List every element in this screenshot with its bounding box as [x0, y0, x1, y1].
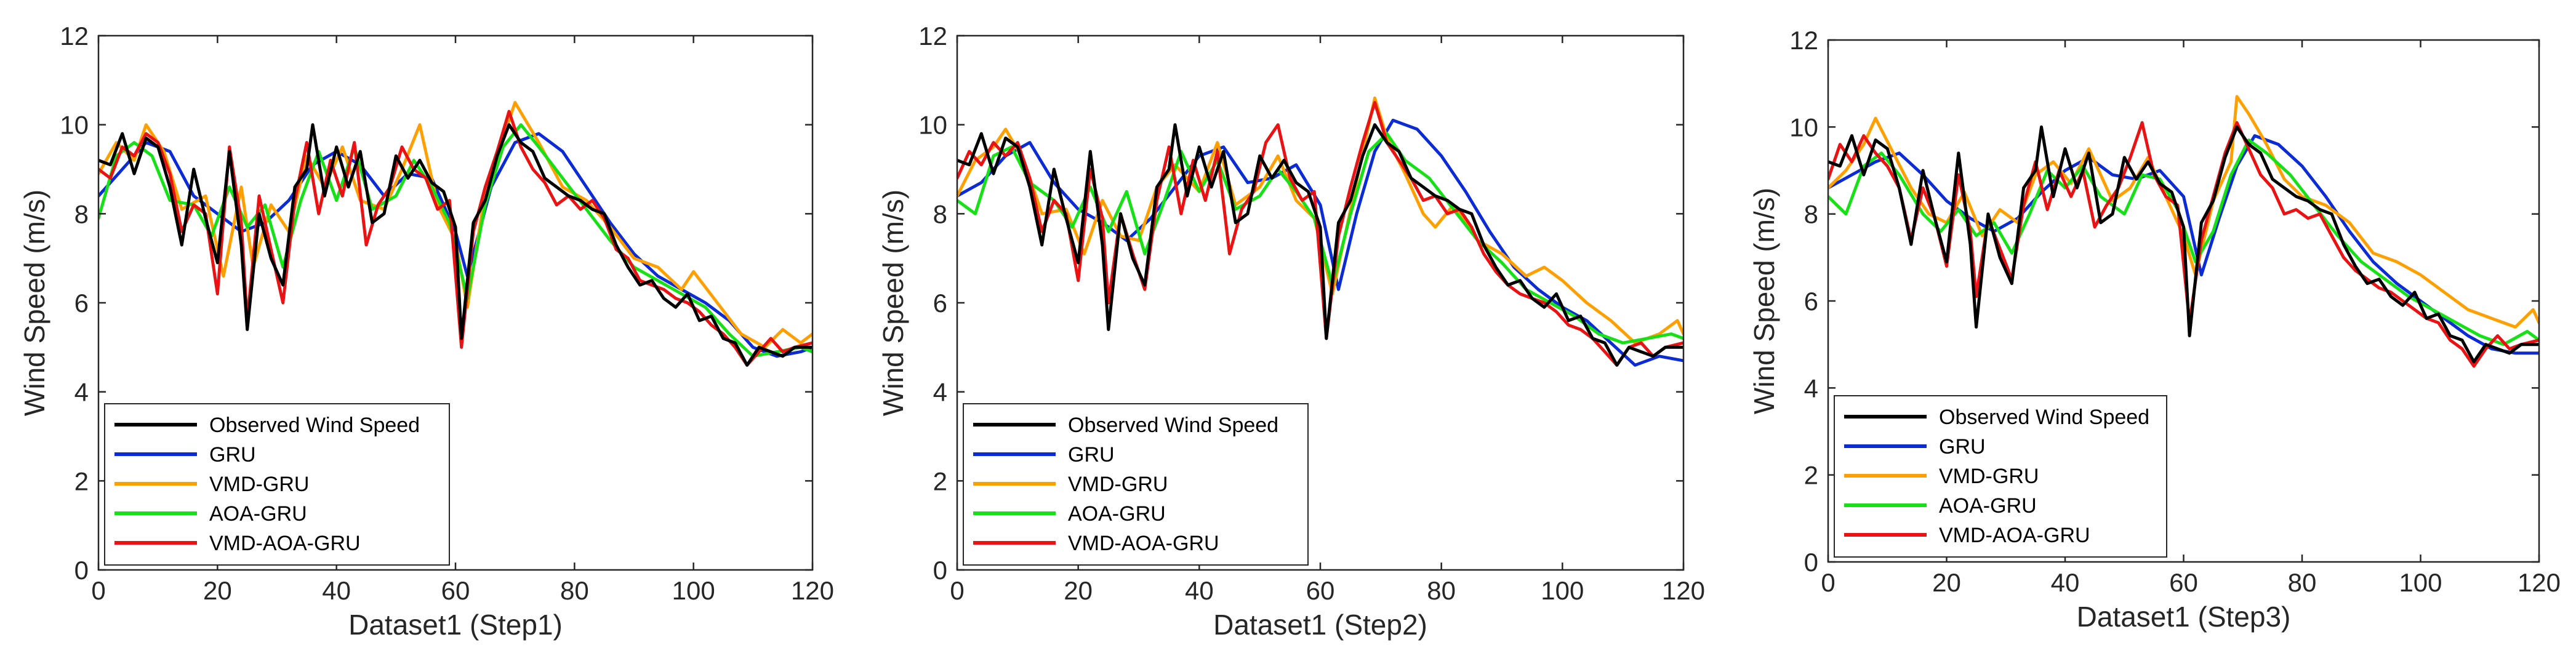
chart-panel-3: 0 20 40 60 80 100 120 0 2 4 6 8 10 12 Dataset1 (Step3)…	[1748, 26, 2561, 633]
y-axis-label: Wind Speed (m/s)	[877, 190, 909, 416]
legend-label-observed-wind-speed: Observed Wind Speed	[1068, 414, 1278, 437]
x-tick-label: 60	[2169, 568, 2198, 597]
series-line-observed-wind-speed	[957, 123, 1683, 367]
legend-label-aoa-gru: AOA-GRU	[1939, 494, 2037, 518]
y-tick-label: 10	[918, 111, 947, 140]
series-group	[957, 96, 1683, 367]
series-line-vmd-gru	[98, 101, 813, 349]
y-tick-label: 6	[933, 289, 947, 318]
x-tick-label: 120	[1662, 576, 1705, 605]
series-group	[98, 101, 813, 367]
legend-label-vmd-gru: VMD-GRU	[1068, 473, 1168, 496]
y-tick-label: 6	[1804, 287, 1818, 316]
x-axis-label: Dataset1 (Step2)	[1213, 609, 1427, 641]
y-tick-label: 0	[74, 556, 89, 585]
x-tick-label: 40	[1185, 576, 1214, 605]
x-tick-label: 100	[672, 576, 715, 605]
x-tick-label: 100	[2399, 568, 2442, 597]
legend-label-aoa-gru: AOA-GRU	[209, 502, 307, 526]
x-tick-label: 100	[1541, 576, 1584, 605]
x-tick-label: 40	[2051, 568, 2080, 597]
y-tick-label: 12	[60, 22, 89, 50]
y-tick-label: 2	[1804, 461, 1818, 490]
legend-label-vmd-gru: VMD-GRU	[1939, 465, 2039, 488]
legend: Observed Wind Speed GRU VMD-GRU AOA-GRU VMD-…	[104, 403, 450, 566]
y-tick-label: 4	[933, 378, 947, 407]
legend-label-observed-wind-speed: Observed Wind Speed	[1939, 406, 2149, 429]
x-tick-label: 60	[441, 576, 470, 605]
legend-label-vmd-aoa-gru: VMD-AOA-GRU	[1939, 524, 2090, 547]
y-tick-label: 4	[1804, 374, 1818, 403]
y-tick-label: 8	[1804, 200, 1818, 229]
y-axis-label: Wind Speed (m/s)	[1748, 188, 1780, 414]
x-tick-label: 0	[950, 576, 964, 605]
legend-label-vmd-gru: VMD-GRU	[209, 473, 309, 496]
y-tick-label: 0	[1804, 548, 1818, 577]
chart-panel-1: 0 20 40 60 80 100 120 0 2 4 6 8 10 12 Dataset1 (Step1)…	[18, 22, 834, 641]
y-tick-label: 2	[933, 467, 947, 495]
series-group	[1828, 95, 2539, 368]
x-tick-label: 0	[91, 576, 105, 605]
series-line-vmd-aoa-gru	[98, 110, 813, 367]
y-tick-label: 12	[918, 22, 947, 50]
x-tick-label: 80	[2288, 568, 2317, 597]
chart-panel-2: 0 20 40 60 80 100 120 0 2 4 6 8 10 12 Dataset1 (Step2)…	[877, 22, 1705, 641]
y-tick-label: 2	[74, 467, 89, 495]
legend-label-vmd-aoa-gru: VMD-AOA-GRU	[209, 532, 361, 555]
legend: Observed Wind Speed GRU VMD-GRU AOA-GRU VMD-…	[1834, 395, 2167, 558]
legend-label-vmd-aoa-gru: VMD-AOA-GRU	[1068, 532, 1219, 555]
x-tick-label: 120	[2518, 568, 2561, 597]
legend-label-observed-wind-speed: Observed Wind Speed	[209, 414, 420, 437]
y-axis-label: Wind Speed (m/s)	[18, 190, 50, 416]
x-tick-label: 0	[1821, 568, 1835, 597]
y-tick-label: 6	[74, 289, 89, 318]
legend: Observed Wind Speed GRU VMD-GRU AOA-GRU VMD-…	[963, 403, 1309, 566]
series-line-vmd-gru	[1828, 95, 2539, 329]
x-tick-label: 40	[322, 576, 351, 605]
y-tick-label: 10	[1789, 113, 1818, 142]
y-tick-label: 12	[1789, 26, 1818, 55]
legend-label-gru: GRU	[209, 443, 256, 467]
y-tick-label: 0	[933, 556, 947, 585]
series-line-observed-wind-speed	[1828, 125, 2539, 364]
x-axis-label: Dataset1 (Step3)	[2077, 601, 2291, 633]
y-tick-label: 8	[933, 199, 947, 228]
legend-label-gru: GRU	[1068, 443, 1115, 467]
x-tick-label: 20	[203, 576, 232, 605]
x-tick-label: 60	[1306, 576, 1335, 605]
x-tick-label: 80	[1427, 576, 1456, 605]
legend-label-aoa-gru: AOA-GRU	[1068, 502, 1166, 526]
series-line-observed-wind-speed	[98, 123, 813, 367]
y-tick-label: 4	[74, 378, 89, 407]
x-tick-label: 80	[560, 576, 589, 605]
y-tick-label: 8	[74, 199, 89, 228]
y-tick-label: 10	[60, 111, 89, 140]
x-tick-label: 20	[1064, 576, 1093, 605]
x-tick-label: 20	[1932, 568, 1961, 597]
series-line-vmd-aoa-gru	[957, 101, 1683, 367]
x-tick-label: 120	[791, 576, 834, 605]
legend-label-gru: GRU	[1939, 435, 1986, 459]
x-axis-label: Dataset1 (Step1)	[348, 609, 563, 641]
